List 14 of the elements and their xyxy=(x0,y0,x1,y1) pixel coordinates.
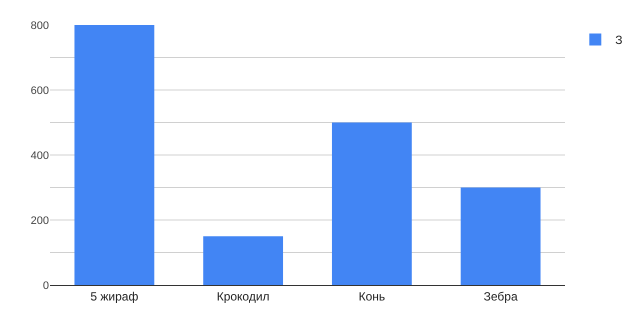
bar xyxy=(74,25,154,285)
x-tick-label: Конь xyxy=(358,289,386,304)
x-tick-label: Крокодил xyxy=(216,289,270,304)
bar xyxy=(460,188,541,285)
y-tick-label: 600 xyxy=(30,84,49,97)
legend-label: З xyxy=(615,33,623,48)
y-tick-label: 400 xyxy=(30,150,49,162)
x-tick-label: 5 жираф xyxy=(90,289,138,304)
y-tick-label: 0 xyxy=(42,280,49,292)
x-tick-label: Зебра xyxy=(484,289,518,304)
y-tick-label: 200 xyxy=(30,214,49,227)
bar xyxy=(203,236,284,285)
y-tick-label: 800 xyxy=(30,20,49,32)
bar xyxy=(332,122,412,285)
